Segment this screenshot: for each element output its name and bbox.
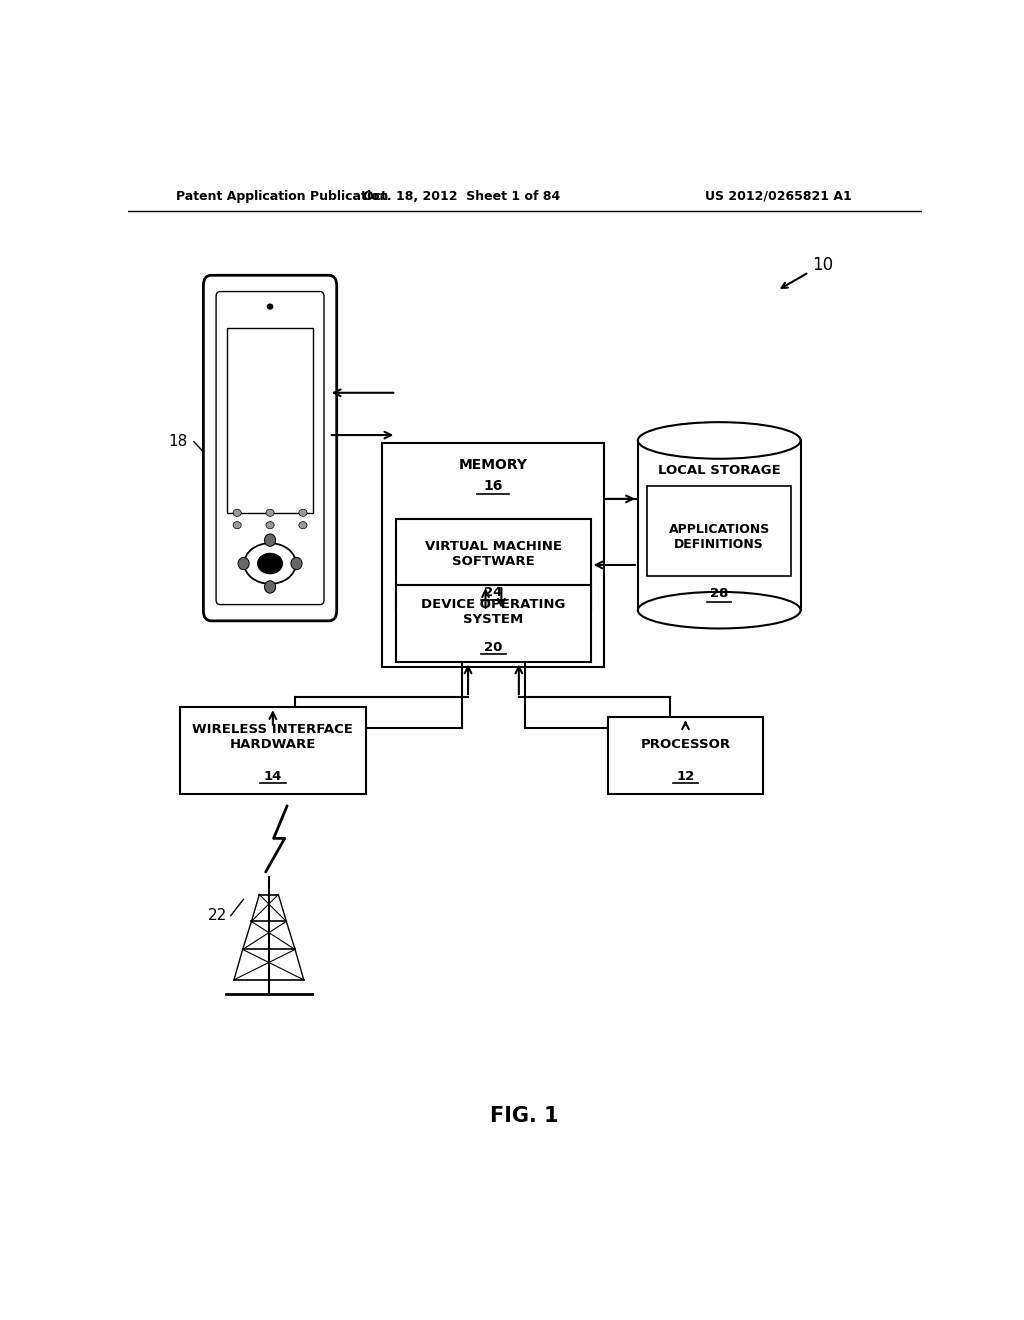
Ellipse shape xyxy=(638,422,801,459)
Ellipse shape xyxy=(233,510,242,516)
Bar xyxy=(647,486,792,576)
Text: PROCESSOR: PROCESSOR xyxy=(640,738,730,751)
Text: US 2012/0265821 A1: US 2012/0265821 A1 xyxy=(706,190,852,202)
Text: MEMORY: MEMORY xyxy=(459,458,527,473)
Text: Patent Application Publication: Patent Application Publication xyxy=(176,190,388,202)
Ellipse shape xyxy=(238,557,249,570)
Text: 18: 18 xyxy=(168,434,187,449)
Bar xyxy=(396,585,591,661)
Text: 16: 16 xyxy=(483,479,503,492)
Ellipse shape xyxy=(266,521,274,529)
Ellipse shape xyxy=(264,533,275,546)
Text: 12: 12 xyxy=(677,771,694,783)
Bar xyxy=(227,327,313,513)
Text: APPLICATIONS
DEFINITIONS: APPLICATIONS DEFINITIONS xyxy=(669,523,770,550)
Text: 26: 26 xyxy=(710,486,728,498)
Text: DEVICE OPERATING
SYSTEM: DEVICE OPERATING SYSTEM xyxy=(421,598,565,626)
FancyBboxPatch shape xyxy=(216,292,324,605)
Text: LOCAL STORAGE: LOCAL STORAGE xyxy=(657,463,780,477)
Ellipse shape xyxy=(299,510,307,516)
Ellipse shape xyxy=(299,521,307,529)
FancyBboxPatch shape xyxy=(204,276,337,620)
Ellipse shape xyxy=(258,553,283,574)
Ellipse shape xyxy=(233,521,242,529)
Text: 22: 22 xyxy=(208,908,227,923)
Text: 28: 28 xyxy=(710,587,728,599)
Bar xyxy=(608,718,763,793)
Text: Oct. 18, 2012  Sheet 1 of 84: Oct. 18, 2012 Sheet 1 of 84 xyxy=(362,190,560,202)
Bar xyxy=(638,441,801,610)
Ellipse shape xyxy=(267,304,272,309)
Bar xyxy=(382,444,604,667)
Text: 24: 24 xyxy=(484,586,503,599)
Ellipse shape xyxy=(291,557,302,570)
Ellipse shape xyxy=(638,591,801,628)
Text: 10: 10 xyxy=(812,256,833,275)
Ellipse shape xyxy=(244,544,296,583)
Text: WIRELESS INTERFACE
HARDWARE: WIRELESS INTERFACE HARDWARE xyxy=(193,723,353,751)
Ellipse shape xyxy=(264,581,275,593)
Text: 20: 20 xyxy=(484,642,503,655)
Bar xyxy=(396,519,591,611)
Text: FIG. 1: FIG. 1 xyxy=(490,1106,559,1126)
Text: VIRTUAL MACHINE
SOFTWARE: VIRTUAL MACHINE SOFTWARE xyxy=(425,540,562,568)
Ellipse shape xyxy=(266,510,274,516)
Bar xyxy=(179,708,367,793)
Text: 14: 14 xyxy=(263,770,282,783)
